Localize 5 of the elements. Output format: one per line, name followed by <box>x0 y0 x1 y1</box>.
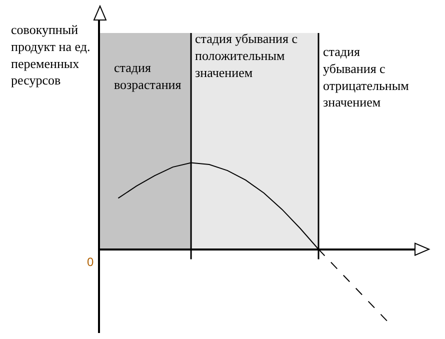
text: стадия убывания с положительным значением <box>195 31 298 80</box>
text: стадия возрастания <box>114 60 182 92</box>
text: 0 <box>87 255 94 269</box>
text: стадия убывания с отрицательным значением <box>323 44 409 110</box>
text: совокупный продукт на ед. переменных ресурсов <box>11 22 90 88</box>
